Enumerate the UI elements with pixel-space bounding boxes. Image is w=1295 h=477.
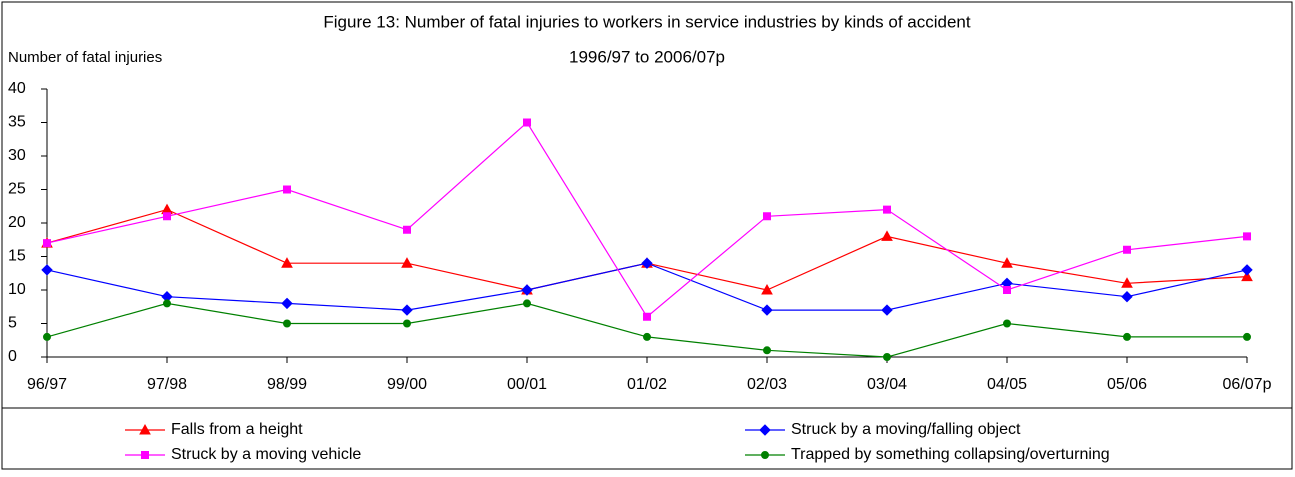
marker [883, 205, 891, 214]
marker [139, 423, 151, 435]
marker [759, 424, 771, 436]
legend-label: Struck by a moving/falling object [791, 421, 1021, 438]
marker [643, 312, 651, 321]
marker [43, 239, 51, 248]
marker [401, 304, 413, 316]
marker [43, 332, 51, 341]
legend-label: Falls from a height [171, 421, 303, 438]
x-tick-label: 00/01 [507, 376, 547, 393]
marker [401, 257, 413, 268]
marker [141, 451, 149, 459]
y-tick-label: 25 [8, 181, 26, 198]
x-tick-label: 99/00 [387, 376, 427, 393]
marker [163, 299, 171, 308]
x-tick-label: 03/04 [867, 376, 907, 393]
marker [1241, 264, 1253, 276]
legend-label: Struck by a moving vehicle [171, 446, 361, 463]
x-tick-label: 05/06 [1107, 376, 1147, 393]
marker [281, 297, 293, 310]
y-tick-label: 35 [8, 114, 26, 131]
marker [41, 264, 53, 276]
y-tick-label: 0 [8, 348, 17, 365]
y-tick-label: 15 [8, 248, 26, 265]
y-tick-label: 30 [8, 147, 26, 164]
marker [521, 284, 533, 296]
marker [643, 332, 651, 341]
y-tick-label: 40 [8, 80, 26, 97]
x-tick-label: 98/99 [267, 376, 307, 393]
marker [641, 257, 653, 269]
marker [883, 353, 891, 361]
chart-subtitle: 1996/97 to 2006/07p [569, 47, 725, 66]
x-tick-label: 02/03 [747, 376, 787, 393]
y-tick-label: 20 [8, 214, 26, 231]
marker [1121, 290, 1133, 303]
x-tick-label: 06/07p [1223, 376, 1272, 393]
y-tick-label: 5 [8, 315, 17, 332]
marker [1241, 270, 1253, 282]
y-tick-label: 10 [8, 281, 26, 298]
marker [1121, 277, 1133, 288]
marker [1243, 332, 1251, 341]
y-axis-label: Number of fatal injuries [8, 49, 162, 66]
marker [881, 230, 893, 241]
marker [1001, 257, 1013, 268]
marker [523, 299, 531, 308]
marker [761, 283, 773, 295]
legend-label: Trapped by something collapsing/overturn… [791, 446, 1110, 463]
marker [523, 118, 531, 127]
x-tick-label: 97/98 [147, 376, 187, 393]
marker [283, 185, 291, 194]
marker [761, 451, 769, 459]
marker [403, 225, 411, 234]
marker [763, 212, 771, 221]
marker [283, 319, 291, 328]
marker [1243, 232, 1251, 241]
marker [1123, 332, 1131, 341]
marker [763, 346, 771, 355]
x-tick-label: 96/97 [27, 376, 67, 393]
x-tick-label: 04/05 [987, 376, 1027, 393]
marker [1003, 319, 1011, 328]
marker [1123, 245, 1131, 254]
marker [281, 257, 293, 268]
marker [881, 304, 893, 316]
marker [163, 212, 171, 221]
marker [761, 304, 773, 316]
x-tick-label: 01/02 [627, 376, 667, 393]
marker [403, 319, 411, 328]
marker [1003, 286, 1011, 294]
chart-title: Figure 13: Number of fatal injuries to w… [323, 12, 971, 31]
